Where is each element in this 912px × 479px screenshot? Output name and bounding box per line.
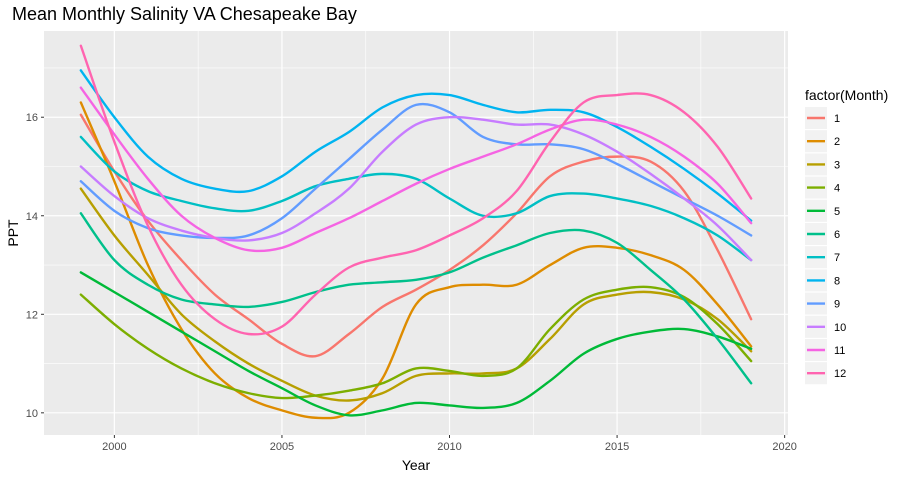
series-line-12: [79, 44, 753, 336]
legend-label-2: 2: [834, 136, 840, 148]
y-axis-title: PPT: [5, 219, 21, 247]
legend-label-4: 4: [834, 183, 840, 195]
series-line-9: [79, 102, 753, 240]
legend-label-8: 8: [834, 275, 840, 287]
x-tick-label: 2020: [772, 441, 796, 453]
y-tick-label: 16: [26, 112, 38, 124]
x-tick-label: 2005: [270, 441, 294, 453]
series-line-5: [79, 271, 753, 417]
legend-label-12: 12: [834, 368, 846, 380]
legend-title: factor(Month): [805, 87, 888, 103]
series-line-7: [79, 135, 753, 262]
y-tick-label: 12: [26, 309, 38, 321]
legend-label-5: 5: [834, 206, 840, 218]
chart-title: Mean Monthly Salinity VA Chesapeake Bay: [12, 4, 357, 24]
legend-label-6: 6: [834, 229, 840, 241]
x-tick-label: 2000: [102, 441, 126, 453]
plot-panel: [44, 31, 788, 435]
legend-label-10: 10: [834, 322, 846, 334]
series-line-4: [79, 285, 753, 400]
series-line-11: [79, 86, 753, 253]
legend-label-11: 11: [834, 345, 845, 357]
legend-label-3: 3: [834, 159, 840, 171]
axes: 2000 2005 2010 2015 2020 10 12 14 16: [26, 112, 797, 453]
legend-label-1: 1: [834, 113, 840, 125]
x-tick-label: 2015: [605, 441, 629, 453]
series-line-2: [79, 101, 753, 420]
series-line-1: [79, 113, 753, 358]
legend-label-7: 7: [834, 252, 840, 264]
x-tick-label: 2010: [437, 441, 461, 453]
series-line-6: [79, 212, 753, 385]
series-lines: [79, 44, 753, 420]
series-line-10: [79, 115, 753, 262]
legend-label-9: 9: [834, 299, 840, 311]
y-tick-label: 10: [26, 408, 38, 420]
series-line-8: [79, 69, 753, 222]
series-line-3: [79, 187, 753, 402]
x-axis-title: Year: [402, 457, 431, 473]
y-tick-label: 14: [26, 211, 38, 223]
